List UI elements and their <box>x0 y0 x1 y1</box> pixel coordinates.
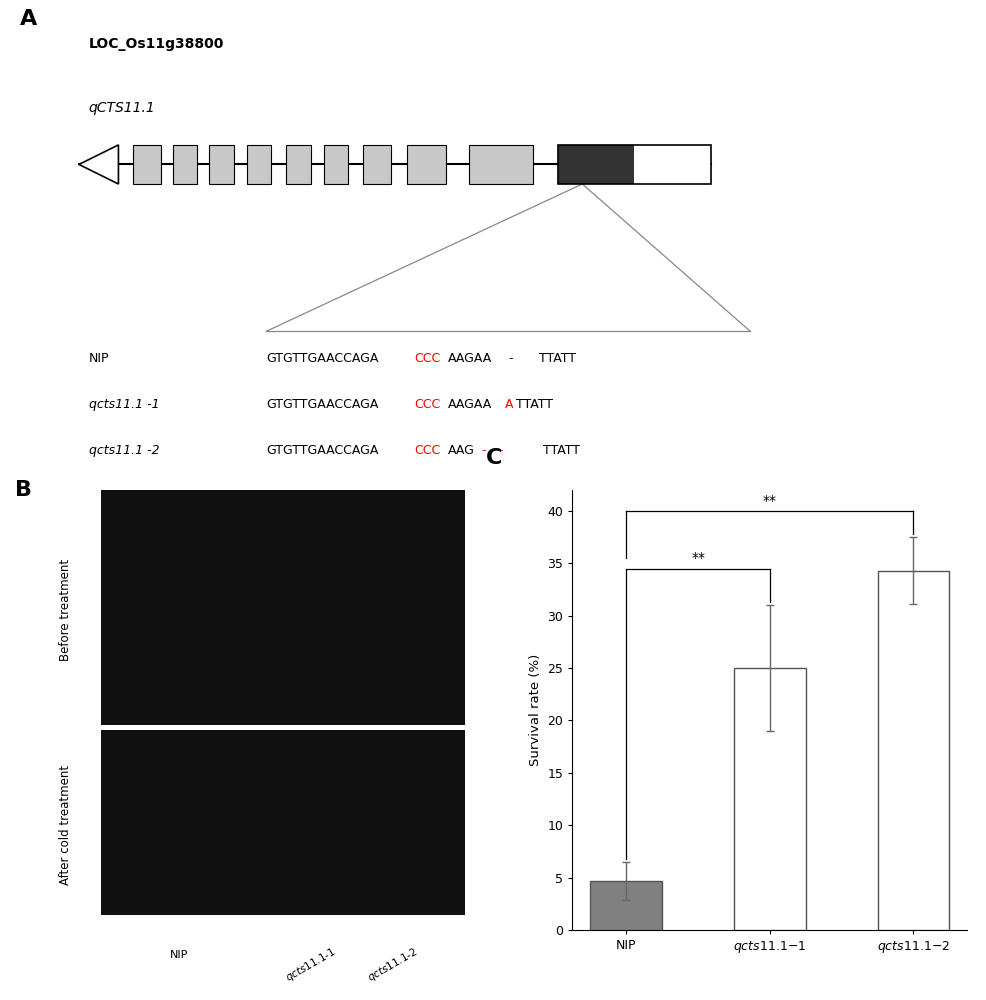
Text: AAG: AAG <box>448 444 474 457</box>
Text: $\it{qcts11.1}$-2: $\it{qcts11.1}$-2 <box>365 945 420 985</box>
Text: AAGAA: AAGAA <box>448 352 492 365</box>
Text: $\it{qcts11.1}$-1: $\it{qcts11.1}$-1 <box>283 945 338 985</box>
Bar <box>734 668 805 930</box>
Text: TTATT: TTATT <box>538 352 575 365</box>
Y-axis label: Survival rate (%): Survival rate (%) <box>528 654 541 766</box>
Bar <box>363 145 390 184</box>
Text: -: - <box>504 352 517 365</box>
Text: qcts11.1 -1: qcts11.1 -1 <box>89 398 160 411</box>
Text: GTGTTGAACCAGA: GTGTTGAACCAGA <box>266 352 379 365</box>
Text: **: ** <box>690 551 704 565</box>
Bar <box>209 145 234 184</box>
Bar <box>173 145 197 184</box>
Text: AAGAA: AAGAA <box>448 398 492 411</box>
Text: qCTS11.1: qCTS11.1 <box>89 101 156 115</box>
Bar <box>633 145 710 184</box>
Bar <box>557 145 633 184</box>
Bar <box>133 145 161 184</box>
Bar <box>286 145 311 184</box>
Text: NIP: NIP <box>170 950 187 960</box>
Bar <box>246 145 271 184</box>
Bar <box>590 881 662 930</box>
Text: CCC: CCC <box>413 352 440 365</box>
Bar <box>877 571 949 930</box>
Bar <box>102 730 464 915</box>
Text: NIP: NIP <box>89 352 109 365</box>
Text: TTATT: TTATT <box>516 398 552 411</box>
Text: A: A <box>20 9 36 29</box>
Text: - - -: - - - <box>481 444 503 457</box>
Text: **: ** <box>762 494 776 508</box>
Text: GTGTTGAACCAGA: GTGTTGAACCAGA <box>266 444 379 457</box>
Polygon shape <box>79 145 118 184</box>
Text: qcts11.1 -2: qcts11.1 -2 <box>89 444 160 457</box>
Bar <box>102 490 464 725</box>
Text: After cold treatment: After cold treatment <box>58 765 72 885</box>
Text: LOC_Os11g38800: LOC_Os11g38800 <box>89 37 224 51</box>
Text: C: C <box>485 448 502 468</box>
Text: Before treatment: Before treatment <box>58 559 72 661</box>
Text: GTGTTGAACCAGA: GTGTTGAACCAGA <box>266 398 379 411</box>
Bar <box>323 145 348 184</box>
Text: B: B <box>15 480 33 500</box>
Text: CCC: CCC <box>413 398 440 411</box>
Bar <box>557 145 710 184</box>
Text: TTATT: TTATT <box>538 444 580 457</box>
Text: CCC: CCC <box>413 444 440 457</box>
Bar <box>468 145 532 184</box>
Text: A: A <box>504 398 513 411</box>
Bar <box>406 145 446 184</box>
